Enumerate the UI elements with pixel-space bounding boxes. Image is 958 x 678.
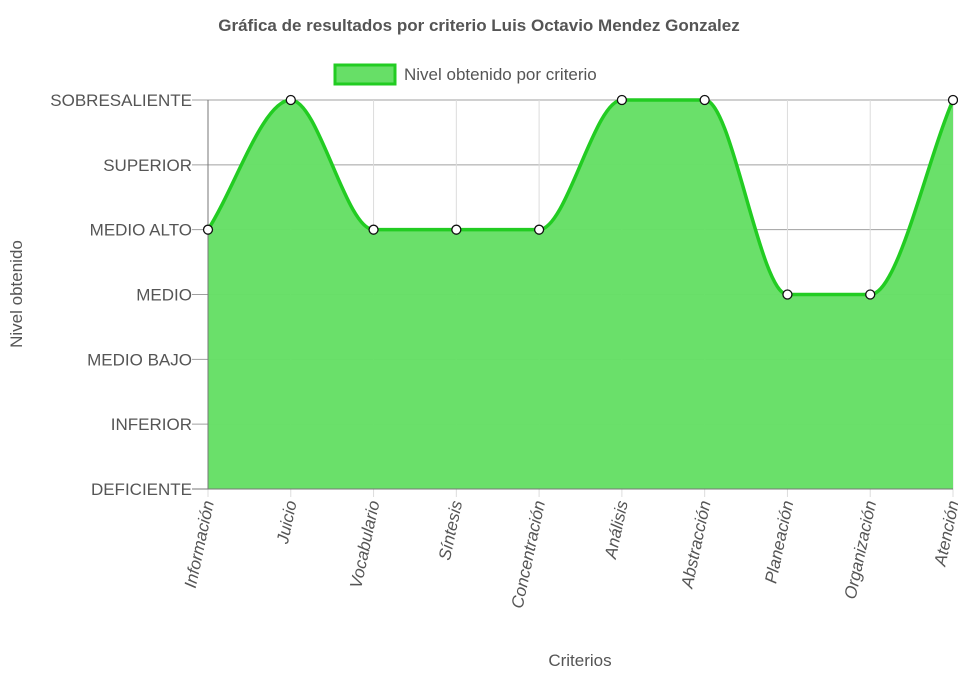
x-tick-label: Juicio: [273, 499, 301, 546]
data-point[interactable]: [204, 225, 213, 234]
data-point[interactable]: [286, 96, 295, 105]
y-tick-labels: DEFICIENTE INFERIOR MEDIO BAJO MEDIO MEDIO A…: [50, 91, 192, 499]
legend-label: Nivel obtenido por criterio: [404, 65, 597, 84]
data-point[interactable]: [535, 225, 544, 234]
y-tick-label: INFERIOR: [111, 415, 192, 434]
data-point[interactable]: [617, 96, 626, 105]
data-point[interactable]: [866, 290, 875, 299]
data-point[interactable]: [949, 96, 958, 105]
x-tick-label: Concentración: [508, 499, 549, 610]
y-tick-label: MEDIO BAJO: [87, 350, 192, 369]
x-tick-label: Atención: [930, 499, 958, 569]
data-point[interactable]: [452, 225, 461, 234]
x-tick-label: Planeación: [761, 499, 797, 585]
y-tick-label: DEFICIENTE: [91, 480, 192, 499]
x-axis-label: Criterios: [548, 651, 611, 670]
y-tick-label: SUPERIOR: [103, 156, 192, 175]
x-tick-label: Organización: [841, 499, 880, 601]
data-point[interactable]: [369, 225, 378, 234]
legend[interactable]: Nivel obtenido por criterio: [335, 65, 597, 84]
x-tick-label: Vocabulario: [346, 499, 383, 590]
x-tick-labels: Información Juicio Vocabulario Síntesis Conc…: [181, 498, 958, 610]
y-tick-label: MEDIO ALTO: [90, 221, 192, 240]
x-tick-label: Análisis: [601, 498, 632, 561]
data-area: [208, 100, 953, 489]
x-tick-label: Información: [181, 499, 218, 590]
data-point[interactable]: [783, 290, 792, 299]
y-tick-label: SOBRESALIENTE: [50, 91, 192, 110]
data-point[interactable]: [700, 96, 709, 105]
x-tick-label: Síntesis: [435, 498, 466, 562]
legend-swatch: [335, 65, 395, 84]
x-tick-label: Abstracción: [677, 499, 714, 591]
chart-title: Gráfica de resultados por criterio Luis …: [218, 16, 739, 35]
y-axis-label: Nivel obtenido: [7, 240, 26, 348]
y-tick-label: MEDIO: [136, 286, 192, 305]
